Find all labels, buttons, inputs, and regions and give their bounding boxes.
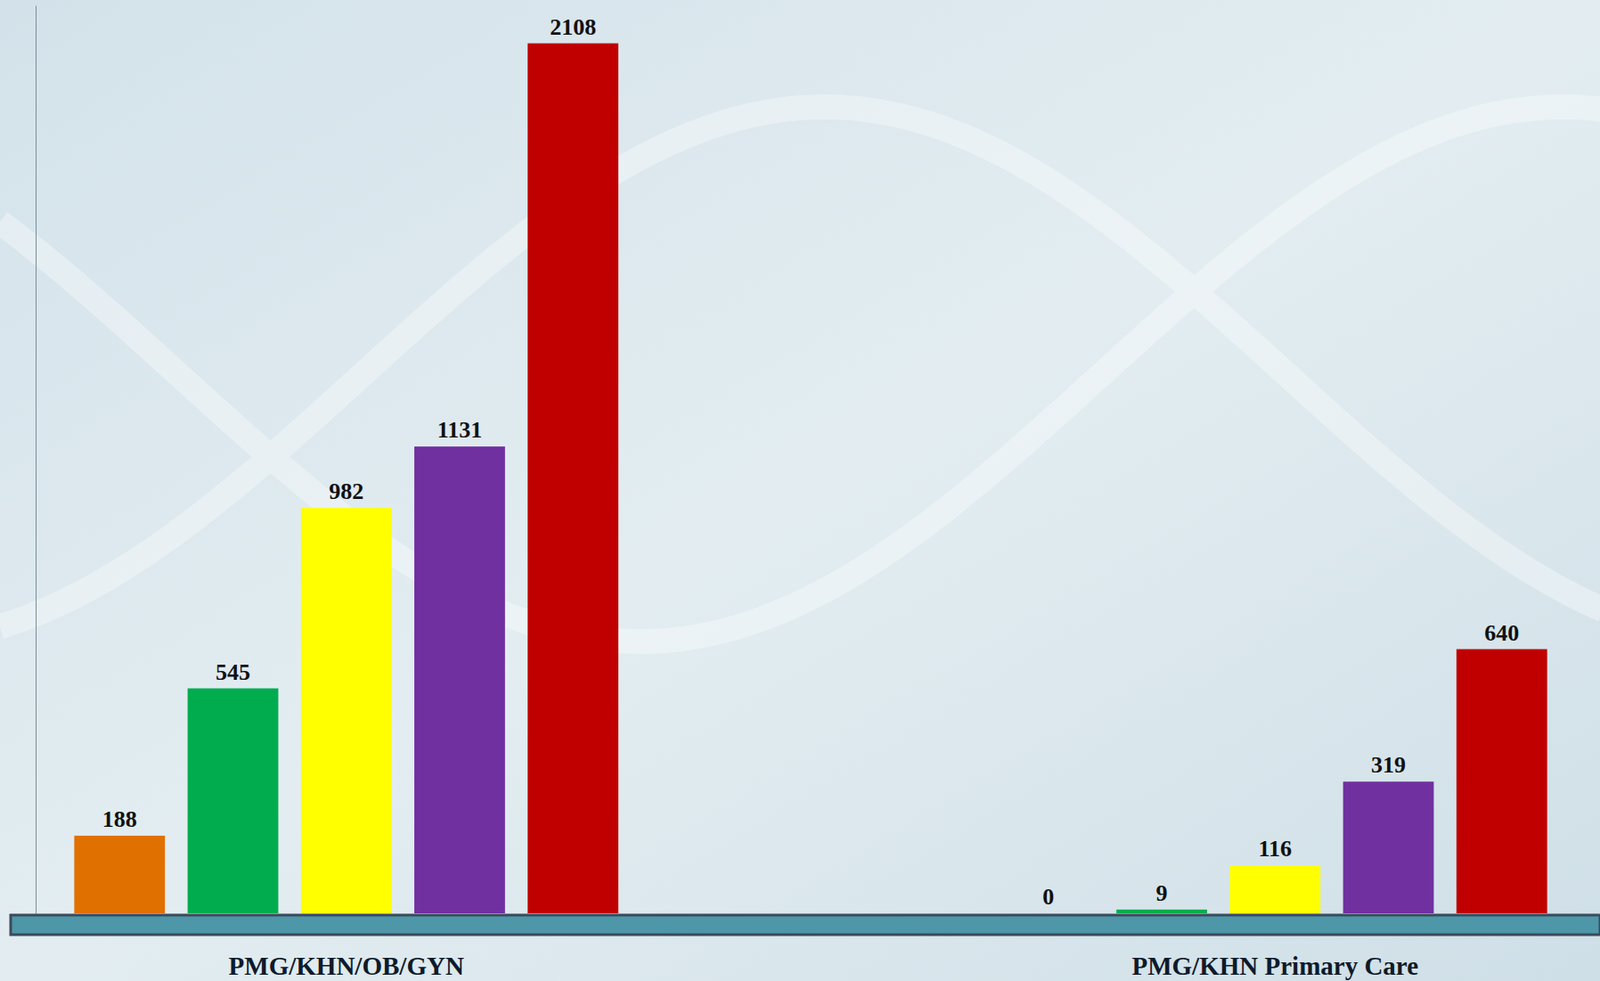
bar	[1343, 781, 1435, 914]
x-tick-label: PMG/KHN/OB/GYN	[228, 951, 465, 980]
x-tick: PMG/KHN Primary Care	[1131, 951, 1419, 980]
data-label: 545	[215, 659, 251, 686]
data-label: 2108	[549, 14, 596, 41]
helix-strand	[0, 106, 1600, 627]
data-label: 640	[1484, 620, 1519, 646]
x-tick: PMG/KHN/OB/GYN	[228, 951, 465, 980]
data-label: 319	[1371, 751, 1406, 778]
bar	[527, 43, 619, 914]
bar	[73, 835, 165, 914]
bar	[1116, 909, 1208, 914]
bar	[414, 446, 506, 914]
bars	[73, 43, 1547, 914]
y-axis-line	[35, 6, 37, 915]
data-label: 1131	[437, 416, 483, 443]
bar	[1229, 865, 1321, 914]
y-axis	[35, 6, 37, 915]
data-label: 0	[1042, 883, 1054, 910]
data-label: 982	[328, 478, 364, 505]
bar	[301, 507, 392, 914]
chart: 188 0 545 9 982 116 1131 319 2108 640 PMG/KHN/OB/G…	[0, 0, 1600, 981]
data-label: 188	[102, 806, 138, 833]
data-labels: 188 0 545 9 982 116 1131 319 2108 640	[102, 14, 1519, 910]
baseline-platform	[10, 914, 1600, 935]
x-tick-label: PMG/KHN Primary Care	[1131, 951, 1419, 980]
helix-strand	[0, 106, 1600, 642]
x-axis: PMG/KHN/OB/GYN PMG/KHN Primary Care	[228, 951, 1420, 980]
data-label: 116	[1257, 835, 1292, 862]
decoration	[0, 106, 1600, 642]
bar	[187, 688, 279, 914]
data-label: 9	[1156, 880, 1168, 907]
bar	[1456, 649, 1548, 914]
